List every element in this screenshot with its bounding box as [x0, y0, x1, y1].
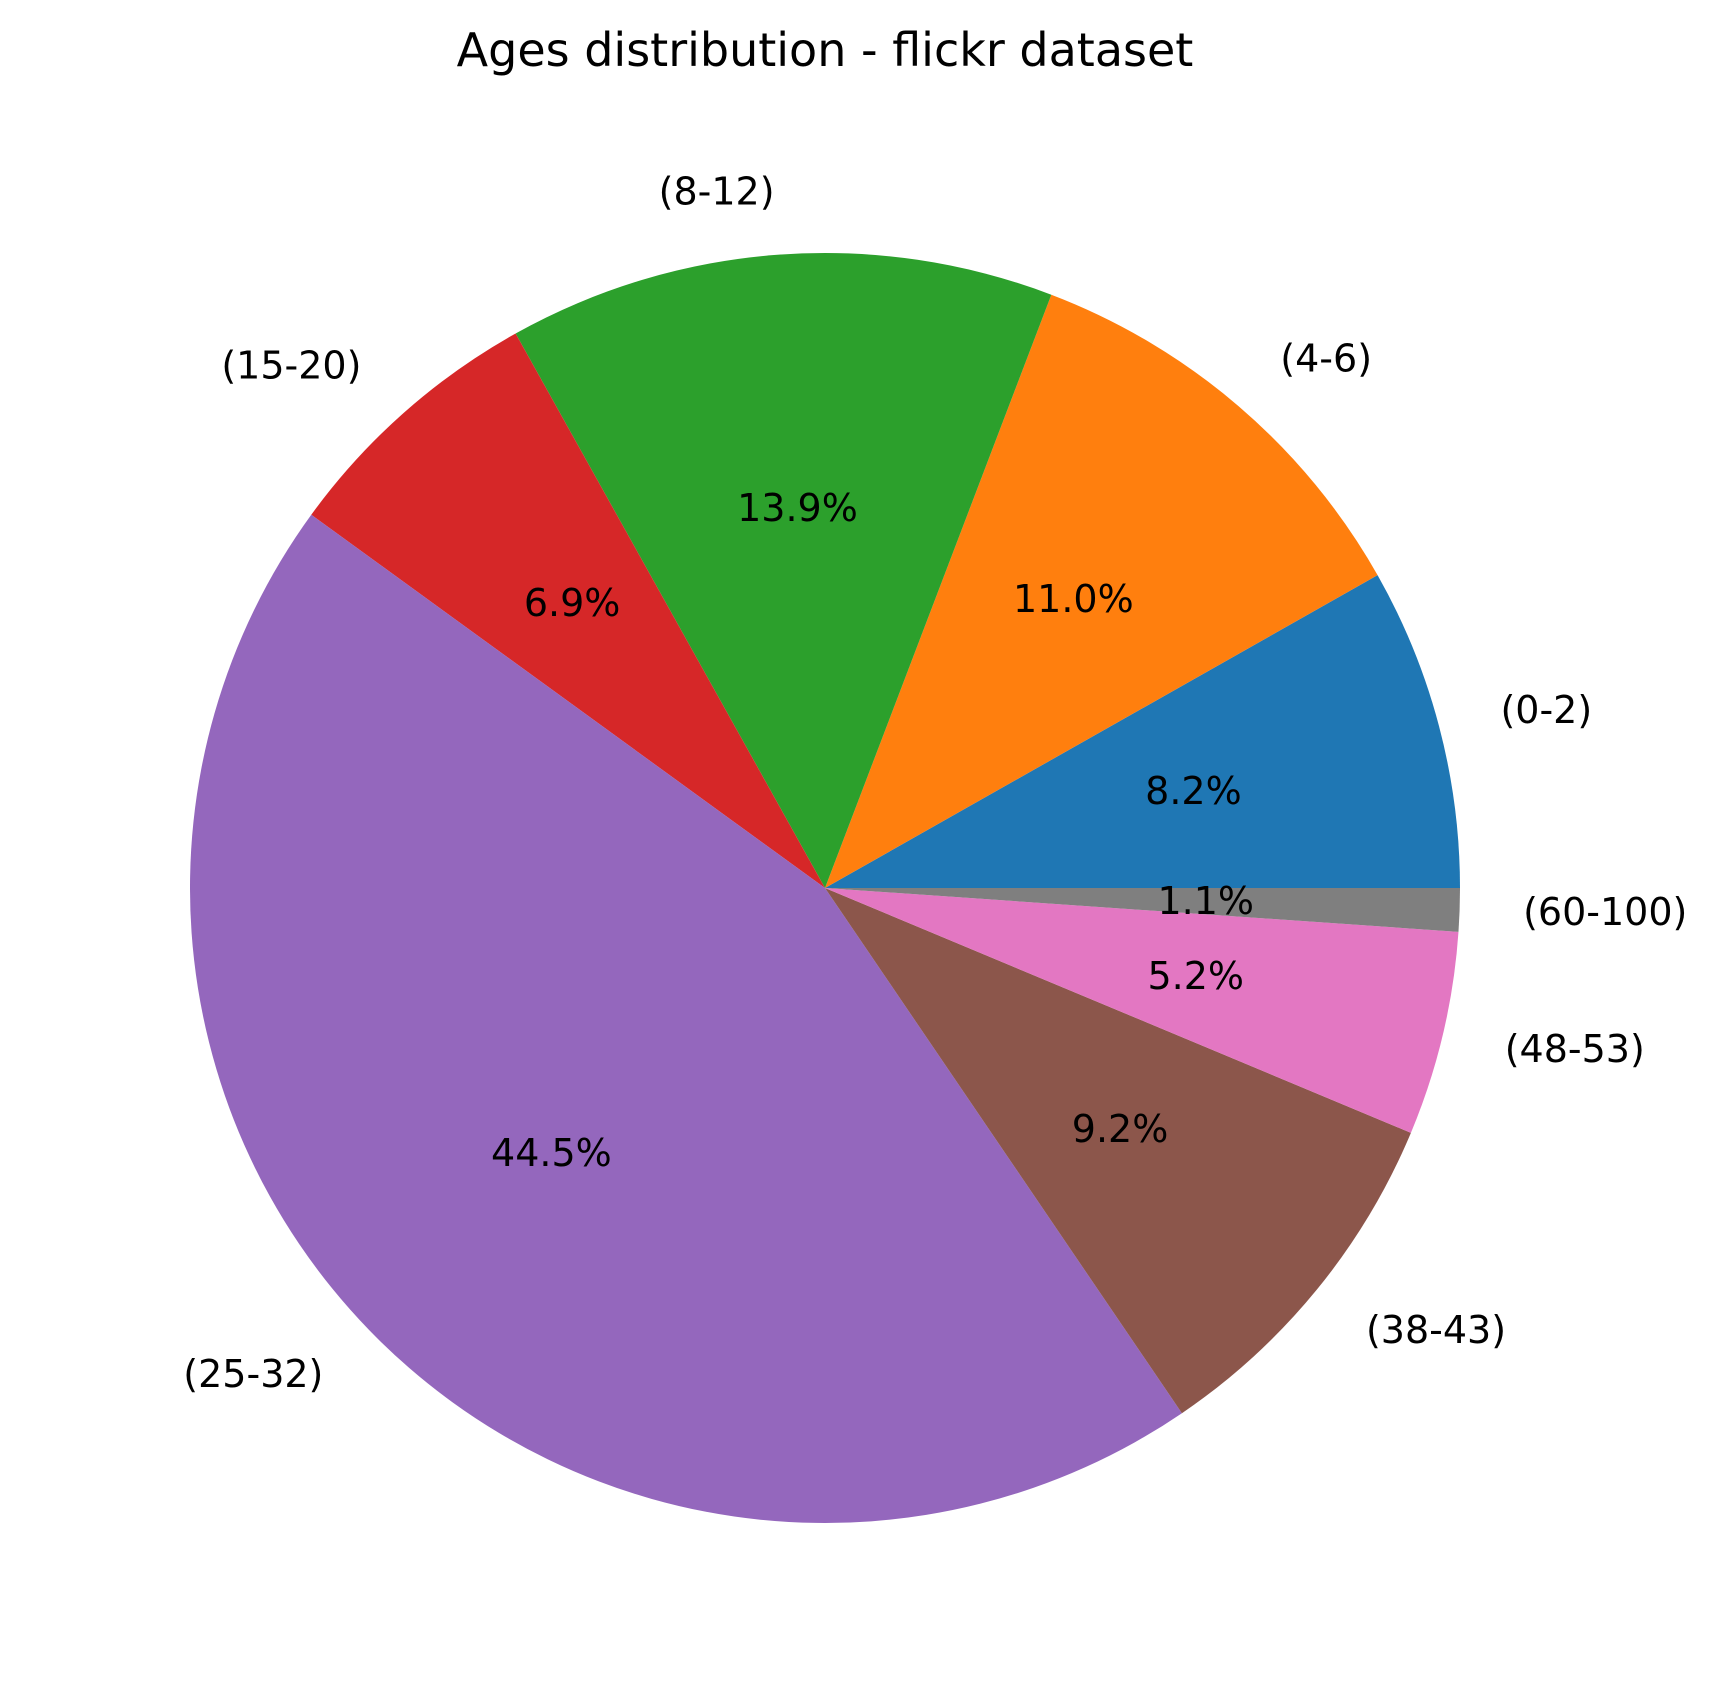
pct-label-60-100: 1.1%: [1157, 879, 1254, 923]
category-label-25-32: (25-32): [183, 1352, 323, 1396]
category-label-48-53: (48-53): [1505, 1027, 1645, 1071]
percentage-labels: 8.2% 11.0% 13.9% 6.9% 44.5% 9.2% 5.2% 1.1%: [491, 486, 1254, 1175]
category-label-4-6: (4-6): [1280, 336, 1372, 380]
pie-slice-38-43: [825, 888, 1411, 1414]
category-label-15-20: (15-20): [221, 344, 361, 388]
pct-label-4-6: 11.0%: [1013, 577, 1134, 621]
pct-label-25-32: 44.5%: [491, 1131, 612, 1175]
category-label-60-100: (60-100): [1523, 890, 1687, 934]
category-label-8-12: (8-12): [659, 169, 775, 213]
pct-label-38-43: 9.2%: [1072, 1107, 1169, 1151]
chart-title: Ages distribution - flickr dataset: [457, 23, 1194, 77]
pie-slice-48-53: [825, 888, 1459, 1133]
pie-slice-8-12: [515, 253, 1052, 888]
pie-slice-0-2: [825, 575, 1460, 888]
pie-slice-4-6: [825, 294, 1378, 888]
pie-slice-25-32: [189, 514, 1182, 1524]
pct-label-15-20: 6.9%: [524, 581, 621, 625]
pie-slice-60-100: [825, 888, 1460, 932]
category-labels: (0-2) (4-6) (8-12) (15-20) (25-32) (38-43) (48…: [183, 169, 1687, 1396]
pct-label-48-53: 5.2%: [1147, 954, 1244, 998]
pct-label-0-2: 8.2%: [1145, 769, 1242, 813]
category-label-0-2: (0-2): [1500, 688, 1592, 732]
pie-slice-15-20: [311, 333, 826, 888]
pct-label-8-12: 13.9%: [737, 486, 858, 530]
category-label-38-43: (38-43): [1366, 1308, 1506, 1352]
pie-slices: [189, 253, 1460, 1524]
